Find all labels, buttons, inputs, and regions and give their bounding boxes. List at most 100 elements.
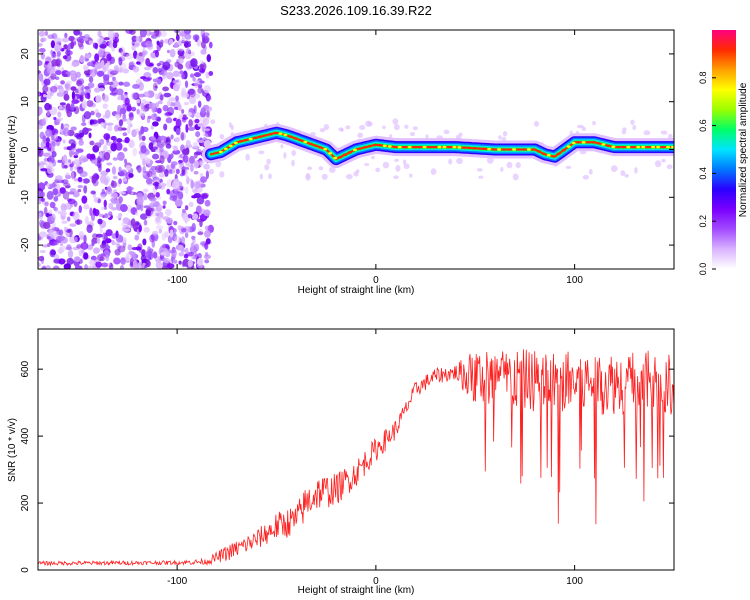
noise-blob (140, 213, 148, 220)
noise-blob (409, 173, 413, 178)
noise-blob (291, 150, 297, 156)
ridge-peak (472, 147, 477, 150)
noise-blob (125, 53, 134, 60)
noise-blob (140, 76, 147, 80)
noise-blob (69, 223, 77, 227)
noise-blob (184, 247, 189, 253)
spectrogram-y-axis: -20 -10 0 10 20 (20, 48, 674, 252)
noise-blob (90, 212, 96, 222)
noise-blob (193, 243, 200, 252)
noise-blob (204, 259, 210, 264)
noise-blob (53, 133, 58, 141)
noise-blob (120, 107, 127, 115)
noise-blob (64, 32, 68, 39)
noise-blob (79, 55, 85, 63)
noise-blob (38, 255, 45, 262)
noise-blob (55, 70, 62, 76)
noise-blob (53, 37, 62, 44)
noise-blob (165, 138, 170, 143)
noise-blob (402, 159, 407, 165)
noise-blob (318, 166, 324, 171)
noise-blob (515, 162, 521, 169)
noise-blob (159, 94, 164, 101)
ridge-peak (586, 141, 591, 144)
noise-blob (208, 70, 214, 76)
noise-blob (192, 76, 196, 82)
noise-blob (201, 194, 209, 200)
noise-blob (97, 218, 103, 225)
noise-blob (49, 201, 56, 209)
ridge-peak (631, 145, 636, 149)
noise-blob (70, 102, 75, 111)
snr-y-label: SNR (10 * v/v) (7, 418, 18, 482)
noise-blob (38, 199, 42, 205)
noise-blob (178, 260, 182, 265)
noise-blob (185, 123, 189, 133)
noise-blob (65, 103, 71, 112)
noise-blob (393, 124, 400, 131)
noise-blob (106, 53, 112, 62)
ridge-peak (397, 145, 402, 149)
noise-blob (38, 30, 46, 37)
noise-blob (86, 153, 92, 160)
noise-blob (142, 193, 148, 201)
noise-blob (65, 229, 72, 233)
ridge-peak (497, 148, 502, 151)
noise-blob (62, 73, 69, 78)
noise-blob (40, 51, 46, 60)
noise-blob (150, 210, 158, 217)
noise-blob (73, 154, 79, 159)
noise-blob (142, 158, 146, 166)
noise-blob (106, 162, 113, 166)
ridge-peak (636, 145, 641, 149)
noise-blob (193, 72, 202, 78)
noise-blob (66, 257, 74, 265)
noise-blob (200, 107, 206, 114)
noise-blob (205, 116, 211, 121)
noise-blob (39, 231, 48, 238)
noise-blob (267, 173, 272, 180)
noise-blob (138, 35, 143, 43)
ridge-peak (283, 133, 288, 137)
ridge-peak (372, 143, 377, 147)
noise-blob (168, 169, 174, 175)
noise-blob (191, 222, 196, 232)
noise-blob (171, 169, 176, 174)
noise-blob (51, 53, 57, 59)
noise-blob (76, 166, 82, 170)
noise-blob (197, 83, 203, 89)
noise-blob (170, 134, 174, 140)
colorbar-tick-label: 0.0 (698, 263, 708, 276)
noise-blob (57, 111, 62, 118)
noise-blob (210, 119, 216, 125)
noise-blob (62, 127, 70, 137)
noise-blob (141, 135, 146, 142)
noise-blob (375, 167, 381, 173)
noise-blob (148, 102, 157, 110)
noise-blob (206, 110, 210, 118)
noise-blob (86, 244, 94, 251)
y-tick-label: 0 (20, 146, 31, 152)
x-tick-label: -100 (167, 576, 187, 587)
noise-blob (204, 230, 211, 238)
noise-blob (168, 38, 174, 45)
ridge-peak (348, 151, 353, 154)
noise-blob (196, 257, 204, 267)
noise-blob (82, 37, 89, 42)
noise-blob (666, 164, 673, 170)
noise-blob (177, 40, 183, 47)
colorbar-ticks: 0.0 0.2 0.4 0.6 0.8 (698, 72, 716, 276)
noise-blob (68, 35, 75, 42)
noise-blob (188, 155, 195, 164)
noise-blob (79, 170, 88, 178)
noise-blob (189, 51, 195, 57)
ridge-peak (288, 135, 293, 138)
ridge-peak (616, 145, 621, 149)
noise-blob (85, 128, 92, 132)
noise-blob (371, 155, 375, 160)
ridge-peak (422, 145, 427, 149)
noise-blob (53, 258, 61, 264)
noise-blob (128, 139, 135, 149)
noise-blob (165, 244, 170, 249)
noise-blob (91, 159, 97, 164)
